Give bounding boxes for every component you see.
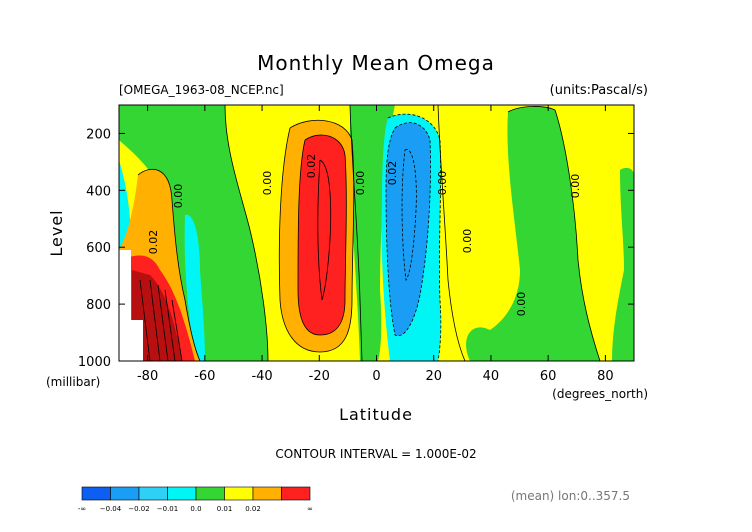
colorbar-label: −0.01 — [157, 505, 178, 513]
missing-data-block-2 — [131, 320, 143, 361]
blue-column-center — [386, 122, 431, 336]
colorbar-swatch — [224, 486, 254, 501]
colorbar-label: −0.02 — [128, 505, 149, 513]
contour-interval: CONTOUR INTERVAL = 1.000E-02 — [275, 447, 476, 461]
contour-line-12 — [437, 105, 466, 361]
cyan-column-left — [184, 214, 205, 361]
chart-title: Monthly Mean Omega — [257, 51, 495, 75]
contour-line-11 — [139, 279, 183, 361]
contour-label-8: 0.00 — [461, 229, 474, 254]
y-tick-label: 400 — [86, 184, 111, 199]
contour-label-10: 0.00 — [569, 174, 582, 199]
contour-line-8 — [401, 149, 417, 281]
y-tick-label: 600 — [86, 241, 111, 256]
footer-note: (mean) lon:0..357.5 — [511, 489, 630, 503]
colorbar-swatch — [110, 486, 140, 501]
contour-line-1 — [224, 105, 269, 361]
contour-line-5 — [349, 105, 363, 361]
colorbar-label: −0.04 — [100, 505, 122, 513]
contour-line-7 — [385, 122, 431, 337]
green-region-right — [466, 106, 600, 361]
x-tick-label: 40 — [483, 369, 500, 384]
y-axis: 200 400 600 800 1000 — [78, 127, 634, 370]
x-axis: -80 -60 -40 -20 0 20 40 60 80 — [137, 105, 614, 384]
colorbar-label: -∞ — [78, 505, 86, 513]
contour-label-1: 0.00 — [172, 184, 185, 209]
x-tick-label: 0 — [372, 369, 380, 384]
x-tick-label: -80 — [137, 369, 158, 384]
y-tick-label: 800 — [86, 298, 111, 313]
contour-label-6: 0.02 — [386, 161, 399, 186]
colorbar: -∞ −0.04 −0.02 −0.01 0.0 0.01 0.02 ∞ — [78, 486, 313, 513]
contour-labels: 0.00 0.02 0.00 0.02 0.00 0.02 0.00 0.00 … — [147, 154, 582, 317]
colorbar-swatch — [252, 486, 282, 501]
x-tick-label: 60 — [540, 369, 557, 384]
colorbar-swatch — [138, 486, 168, 501]
green-region-edge-right — [612, 167, 634, 361]
contour-line-9 — [507, 106, 601, 361]
x-axis-units: (degrees_north) — [552, 387, 648, 401]
x-tick-label: 20 — [425, 369, 442, 384]
x-tick-label: -20 — [309, 369, 330, 384]
x-axis-label: Latitude — [339, 405, 413, 424]
contour-label-2: 0.02 — [147, 230, 160, 255]
colorbar-label: 0.0 — [190, 505, 201, 513]
colorbar-label: ∞ — [307, 505, 313, 513]
colorbar-swatch — [167, 486, 197, 501]
missing-data-block — [119, 250, 131, 361]
contour-label-9: 0.00 — [515, 292, 528, 317]
contour-line-3 — [297, 134, 347, 336]
cyan-strip-left — [119, 160, 131, 250]
contour-line-10 — [137, 168, 201, 361]
colorbar-swatch — [81, 486, 111, 501]
x-tick-label: 80 — [597, 369, 614, 384]
colorbar-label: 0.01 — [217, 505, 233, 513]
contour-line-6 — [387, 113, 442, 361]
y-tick-label: 200 — [86, 127, 111, 142]
y-axis-label: Level — [47, 209, 66, 256]
y-tick-label: 1000 — [78, 355, 111, 370]
file-label: [OMEGA_1963-08_NCEP.nc] — [119, 83, 284, 97]
x-tick-label: -40 — [251, 369, 272, 384]
colorbar-label: 0.02 — [245, 505, 261, 513]
red-column-south — [298, 135, 347, 335]
contour-lines — [137, 105, 601, 361]
darkred-region-pole — [132, 270, 182, 361]
contour-line-4 — [317, 159, 332, 301]
units-label: (units:Pascal/s) — [550, 83, 648, 98]
y-axis-units: (millibar) — [46, 375, 100, 389]
contour-label-5: 0.00 — [354, 171, 367, 196]
colorbar-swatch — [281, 486, 311, 501]
colorbar-swatch — [195, 486, 225, 501]
contour-label-7: 0.00 — [436, 171, 449, 196]
contour-label-4: 0.02 — [305, 154, 318, 179]
contour-field — [119, 105, 634, 361]
x-tick-label: -60 — [194, 369, 215, 384]
contour-label-3: 0.00 — [261, 171, 274, 196]
